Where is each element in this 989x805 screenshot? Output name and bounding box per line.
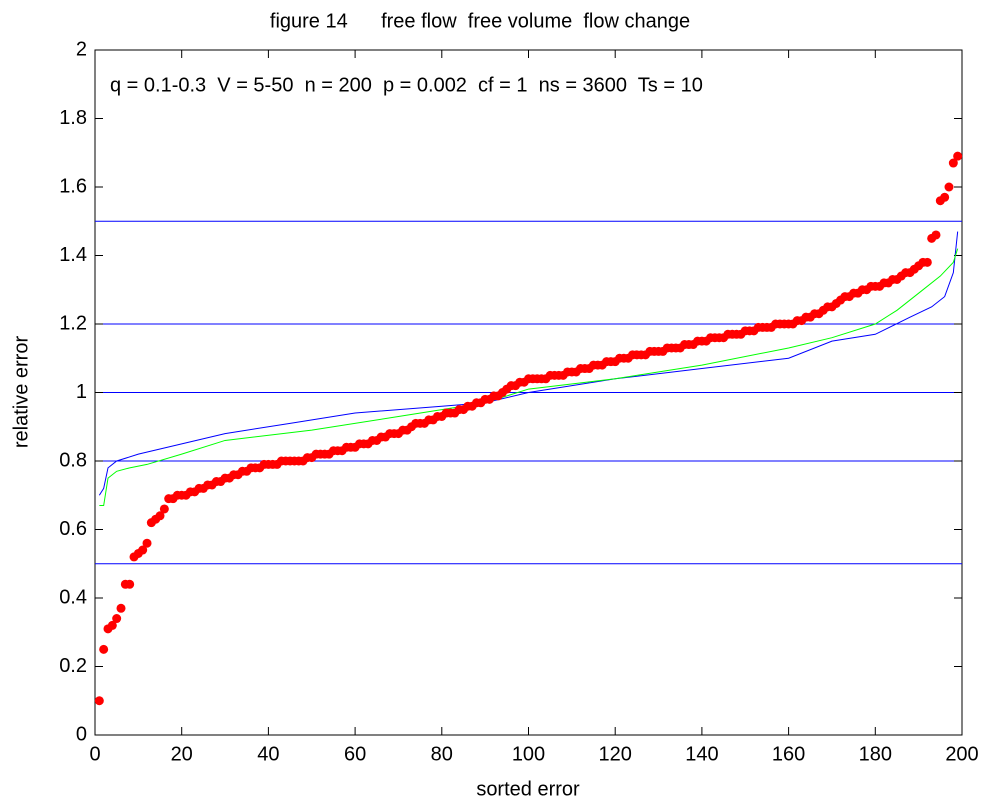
data-point: [922, 257, 932, 267]
x-tick-label: 200: [945, 743, 978, 765]
x-tick-label: 120: [599, 743, 632, 765]
x-tick-label: 180: [859, 743, 892, 765]
data-point: [159, 504, 169, 514]
x-tick-label: 160: [772, 743, 805, 765]
y-tick-label: 0: [76, 723, 87, 745]
y-tick-label: 0.8: [59, 449, 87, 471]
data-point: [142, 538, 152, 548]
y-tick-label: 1.4: [59, 244, 87, 266]
y-axis-label: relative error: [10, 336, 32, 449]
x-tick-label: 20: [171, 743, 193, 765]
data-point: [931, 230, 941, 240]
x-axis-label: sorted error: [476, 778, 580, 800]
data-point: [112, 614, 122, 624]
x-tick-label: 100: [512, 743, 545, 765]
x-tick-label: 60: [344, 743, 366, 765]
data-point: [94, 696, 104, 706]
x-tick-label: 140: [685, 743, 718, 765]
x-tick-label: 80: [431, 743, 453, 765]
y-tick-label: 0.2: [59, 655, 87, 677]
y-tick-label: 0.4: [59, 586, 87, 608]
y-tick-label: 0.6: [59, 518, 87, 540]
annotation: q = 0.1-0.3 V = 5-50 n = 200 p = 0.002 c…: [110, 74, 703, 96]
data-point: [116, 603, 126, 613]
data-point: [948, 158, 958, 168]
y-tick-label: 1.8: [59, 107, 87, 129]
y-tick-label: 2: [76, 38, 87, 60]
y-tick-label: 1.6: [59, 175, 87, 197]
chart-title: figure 14 free flow free volume flow cha…: [270, 10, 690, 32]
data-point: [940, 192, 950, 202]
data-point: [138, 545, 148, 555]
data-point: [155, 511, 165, 521]
data-point: [953, 151, 963, 161]
y-tick-label: 1: [76, 381, 87, 403]
data-point: [125, 579, 135, 589]
y-tick-label: 1.2: [59, 312, 87, 334]
data-line: [99, 248, 959, 507]
data-point: [107, 620, 117, 630]
data-point: [99, 644, 109, 654]
data-point: [944, 182, 954, 192]
x-tick-label: 40: [257, 743, 279, 765]
x-tick-label: 0: [89, 743, 100, 765]
data-line: [98, 231, 959, 496]
